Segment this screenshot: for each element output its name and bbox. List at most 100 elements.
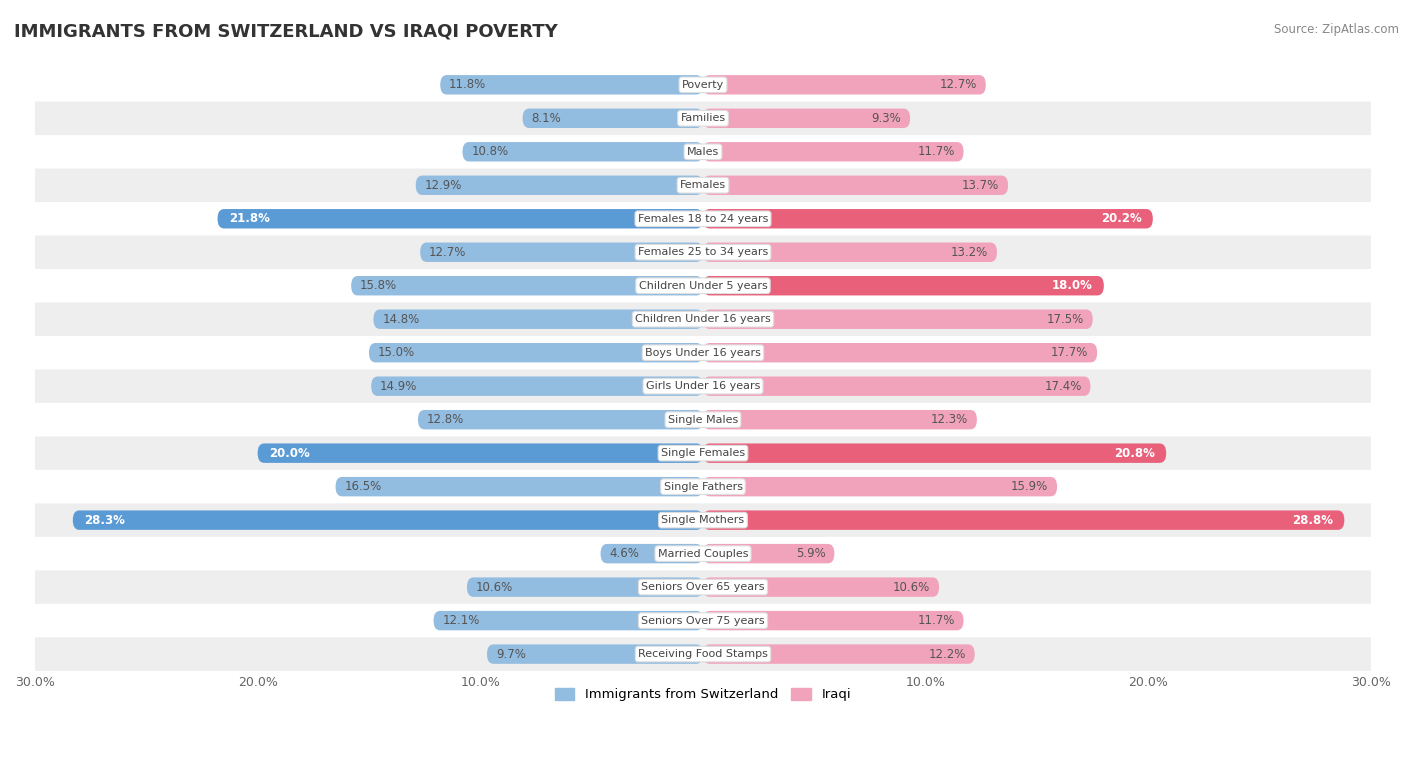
FancyBboxPatch shape [35, 437, 1371, 470]
Text: 10.6%: 10.6% [475, 581, 513, 594]
Text: Receiving Food Stamps: Receiving Food Stamps [638, 649, 768, 659]
FancyBboxPatch shape [463, 142, 703, 161]
FancyBboxPatch shape [35, 135, 1371, 168]
FancyBboxPatch shape [35, 403, 1371, 437]
FancyBboxPatch shape [703, 142, 963, 161]
FancyBboxPatch shape [703, 443, 1166, 463]
Text: 9.7%: 9.7% [496, 647, 526, 661]
Text: 20.2%: 20.2% [1101, 212, 1142, 225]
Text: 12.9%: 12.9% [425, 179, 463, 192]
Text: 15.8%: 15.8% [360, 279, 396, 293]
FancyBboxPatch shape [703, 276, 1104, 296]
FancyBboxPatch shape [416, 176, 703, 195]
FancyBboxPatch shape [420, 243, 703, 262]
FancyBboxPatch shape [35, 336, 1371, 369]
FancyBboxPatch shape [218, 209, 703, 228]
FancyBboxPatch shape [35, 637, 1371, 671]
Text: 12.8%: 12.8% [427, 413, 464, 426]
FancyBboxPatch shape [600, 544, 703, 563]
Text: 17.5%: 17.5% [1046, 313, 1084, 326]
FancyBboxPatch shape [703, 176, 1008, 195]
FancyBboxPatch shape [73, 510, 703, 530]
FancyBboxPatch shape [523, 108, 703, 128]
Text: Families: Families [681, 113, 725, 124]
Text: Girls Under 16 years: Girls Under 16 years [645, 381, 761, 391]
FancyBboxPatch shape [35, 570, 1371, 604]
FancyBboxPatch shape [703, 578, 939, 597]
Text: Married Couples: Married Couples [658, 549, 748, 559]
FancyBboxPatch shape [35, 604, 1371, 637]
Text: Children Under 16 years: Children Under 16 years [636, 315, 770, 324]
FancyBboxPatch shape [35, 168, 1371, 202]
FancyBboxPatch shape [703, 644, 974, 664]
Text: 12.2%: 12.2% [928, 647, 966, 661]
FancyBboxPatch shape [703, 75, 986, 95]
FancyBboxPatch shape [368, 343, 703, 362]
Text: Single Mothers: Single Mothers [661, 515, 745, 525]
Text: 18.0%: 18.0% [1052, 279, 1092, 293]
FancyBboxPatch shape [336, 477, 703, 496]
Text: Single Females: Single Females [661, 448, 745, 458]
Text: 12.7%: 12.7% [429, 246, 467, 258]
Text: 4.6%: 4.6% [609, 547, 640, 560]
FancyBboxPatch shape [257, 443, 703, 463]
FancyBboxPatch shape [703, 410, 977, 429]
FancyBboxPatch shape [703, 377, 1091, 396]
Legend: Immigrants from Switzerland, Iraqi: Immigrants from Switzerland, Iraqi [550, 682, 856, 706]
Text: 14.9%: 14.9% [380, 380, 418, 393]
Text: 14.8%: 14.8% [382, 313, 419, 326]
FancyBboxPatch shape [433, 611, 703, 631]
Text: Boys Under 16 years: Boys Under 16 years [645, 348, 761, 358]
Text: 8.1%: 8.1% [531, 111, 561, 125]
FancyBboxPatch shape [703, 343, 1097, 362]
Text: Females: Females [681, 180, 725, 190]
Text: 12.7%: 12.7% [939, 78, 977, 91]
FancyBboxPatch shape [703, 108, 910, 128]
Text: 11.7%: 11.7% [917, 146, 955, 158]
Text: Source: ZipAtlas.com: Source: ZipAtlas.com [1274, 23, 1399, 36]
FancyBboxPatch shape [374, 309, 703, 329]
FancyBboxPatch shape [35, 202, 1371, 236]
FancyBboxPatch shape [35, 302, 1371, 336]
FancyBboxPatch shape [440, 75, 703, 95]
FancyBboxPatch shape [371, 377, 703, 396]
Text: Seniors Over 75 years: Seniors Over 75 years [641, 615, 765, 625]
Text: Poverty: Poverty [682, 80, 724, 89]
Text: Females 18 to 24 years: Females 18 to 24 years [638, 214, 768, 224]
FancyBboxPatch shape [35, 102, 1371, 135]
FancyBboxPatch shape [35, 537, 1371, 570]
FancyBboxPatch shape [352, 276, 703, 296]
Text: Single Fathers: Single Fathers [664, 481, 742, 492]
FancyBboxPatch shape [35, 369, 1371, 403]
Text: 5.9%: 5.9% [796, 547, 825, 560]
Text: 16.5%: 16.5% [344, 480, 381, 493]
Text: 28.8%: 28.8% [1292, 514, 1333, 527]
Text: 15.9%: 15.9% [1011, 480, 1047, 493]
Text: Females 25 to 34 years: Females 25 to 34 years [638, 247, 768, 257]
FancyBboxPatch shape [703, 477, 1057, 496]
Text: 10.8%: 10.8% [471, 146, 509, 158]
Text: 17.4%: 17.4% [1045, 380, 1081, 393]
Text: 13.2%: 13.2% [950, 246, 988, 258]
Text: IMMIGRANTS FROM SWITZERLAND VS IRAQI POVERTY: IMMIGRANTS FROM SWITZERLAND VS IRAQI POV… [14, 23, 558, 41]
Text: 15.0%: 15.0% [378, 346, 415, 359]
Text: 20.0%: 20.0% [269, 446, 309, 459]
Text: 11.7%: 11.7% [917, 614, 955, 627]
FancyBboxPatch shape [703, 611, 963, 631]
Text: 20.8%: 20.8% [1114, 446, 1156, 459]
Text: Seniors Over 65 years: Seniors Over 65 years [641, 582, 765, 592]
Text: 21.8%: 21.8% [229, 212, 270, 225]
Text: 13.7%: 13.7% [962, 179, 1000, 192]
Text: Single Males: Single Males [668, 415, 738, 424]
FancyBboxPatch shape [703, 544, 834, 563]
Text: 11.8%: 11.8% [449, 78, 486, 91]
FancyBboxPatch shape [35, 68, 1371, 102]
FancyBboxPatch shape [418, 410, 703, 429]
Text: 9.3%: 9.3% [872, 111, 901, 125]
FancyBboxPatch shape [703, 209, 1153, 228]
FancyBboxPatch shape [467, 578, 703, 597]
FancyBboxPatch shape [703, 309, 1092, 329]
Text: Children Under 5 years: Children Under 5 years [638, 280, 768, 291]
Text: 12.1%: 12.1% [443, 614, 479, 627]
Text: Males: Males [688, 147, 718, 157]
